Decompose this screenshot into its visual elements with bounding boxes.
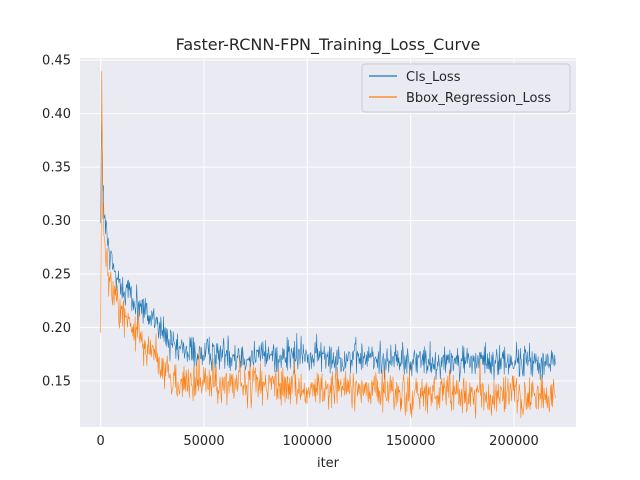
x-tick-label: 200000 bbox=[489, 434, 539, 449]
y-tick-label: 0.45 bbox=[42, 54, 71, 69]
x-tick-label: 0 bbox=[97, 434, 105, 449]
series-layer bbox=[100, 71, 556, 419]
tick-layer: 0 50000 100000 150000 200000 0.15 0.20 0.25 0.30… bbox=[42, 54, 539, 449]
chart-title: Faster-RCNN-FPN_Training_Loss_Curve bbox=[176, 35, 481, 55]
legend-box bbox=[361, 63, 571, 113]
series-line-bbox-regression-loss bbox=[100, 71, 556, 419]
y-tick-label: 0.35 bbox=[42, 161, 71, 176]
series-line-cls-loss bbox=[100, 119, 556, 382]
y-tick-label: 0.25 bbox=[42, 268, 71, 283]
grid-layer bbox=[80, 58, 576, 427]
y-tick-label: 0.40 bbox=[42, 107, 71, 122]
legend: Cls_Loss Bbox_Regression_Loss bbox=[361, 63, 571, 113]
y-tick-label: 0.15 bbox=[42, 375, 71, 390]
x-axis-label: iter bbox=[317, 456, 340, 471]
x-tick-label: 100000 bbox=[283, 434, 333, 449]
legend-label-cls-loss: Cls_Loss bbox=[406, 70, 461, 85]
y-tick-label: 0.20 bbox=[42, 321, 71, 336]
y-tick-label: 0.30 bbox=[42, 214, 71, 229]
x-tick-label: 50000 bbox=[183, 434, 224, 449]
x-tick-label: 150000 bbox=[386, 434, 436, 449]
legend-label-bbox-regression-loss: Bbox_Regression_Loss bbox=[406, 91, 551, 106]
